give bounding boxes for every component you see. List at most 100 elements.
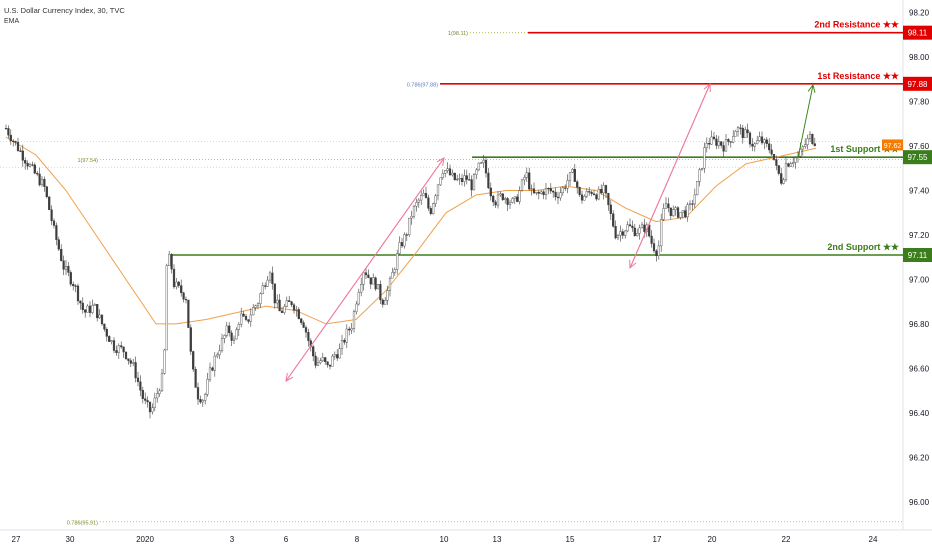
candle-body	[55, 225, 58, 240]
candle-body	[26, 163, 29, 167]
candle-body	[729, 141, 732, 143]
candle-body	[441, 173, 444, 179]
candle-body	[705, 143, 708, 148]
candle-body	[813, 143, 816, 146]
candle-body	[336, 354, 339, 359]
candle-body	[314, 355, 317, 366]
price-tick-label: 97.60	[909, 142, 930, 151]
candle-body	[360, 284, 363, 293]
candle-body	[38, 173, 41, 186]
level-lines: 2nd Resistance ★★ 1st Resistance ★★ 1st Su…	[172, 20, 903, 256]
candle-body	[338, 348, 341, 359]
candle-body	[772, 154, 776, 160]
candle-body	[724, 139, 728, 152]
candle-body	[321, 357, 324, 361]
candle-body	[746, 129, 749, 134]
candle-body	[765, 139, 768, 144]
candle-body	[249, 314, 252, 322]
time-axis[interactable]: 27 30 2020 3 6 8 10 13 15 17 20 22 24	[12, 535, 878, 544]
candle-body	[396, 253, 399, 270]
candle-body	[420, 195, 423, 201]
candle-body	[352, 311, 356, 329]
candle-body	[19, 150, 22, 152]
ema-polyline	[5, 136, 817, 325]
candle-body	[688, 203, 692, 205]
candle-body	[228, 325, 231, 334]
candle-body	[43, 178, 46, 187]
candle-body	[753, 143, 756, 147]
candle-body	[129, 360, 132, 364]
candle-body	[520, 179, 524, 191]
candle-body	[374, 277, 377, 290]
candlestick-series[interactable]	[4, 123, 816, 419]
fib-label: 1(98.11)	[448, 31, 468, 37]
candle-body	[652, 243, 656, 252]
candle-body	[504, 198, 507, 200]
candle-body	[801, 146, 804, 150]
price-axis[interactable]: 96.00 96.20 96.40 96.60 96.80 97.00 97.20 97.40…	[909, 9, 930, 507]
candle-body	[331, 355, 334, 367]
candle-body	[216, 354, 219, 357]
candle-body	[794, 157, 797, 163]
candle-body	[324, 357, 327, 362]
candle-body	[727, 139, 730, 142]
candle-body	[672, 209, 675, 216]
candle-body	[168, 254, 171, 267]
candle-body	[177, 281, 180, 286]
price-tick-label: 96.40	[909, 409, 930, 418]
price-tick-label: 96.00	[909, 498, 930, 507]
candle-body	[650, 235, 653, 244]
candle-body	[60, 249, 63, 261]
candle-body	[636, 233, 639, 236]
candle-body	[643, 224, 646, 232]
ema-line	[5, 136, 817, 325]
candle-body	[448, 168, 452, 176]
time-tick-label: 10	[440, 535, 449, 544]
candle-body	[422, 193, 425, 196]
price-tick-label: 97.00	[909, 275, 930, 284]
candle-body	[741, 127, 744, 138]
candle-body	[74, 285, 77, 287]
candle-body	[223, 335, 226, 339]
candle-body	[304, 327, 308, 333]
candle-body	[559, 192, 562, 199]
candle-body	[784, 163, 788, 181]
candle-body	[259, 293, 262, 305]
candle-body	[72, 284, 75, 287]
candle-body	[120, 345, 123, 348]
candle-body	[288, 300, 291, 302]
candle-body	[268, 272, 272, 281]
level-price-tags: 98.11 97.88 97.55 97.11 97.62	[882, 25, 932, 262]
candle-body	[264, 285, 267, 287]
candle-body	[736, 127, 740, 132]
candle-body	[487, 172, 490, 189]
level-price-tag	[903, 150, 932, 165]
candle-body	[302, 322, 305, 328]
level-price-tag-text: 97.55	[907, 153, 928, 162]
candle-body	[115, 350, 118, 353]
candle-body	[427, 197, 430, 209]
candle-body	[674, 207, 677, 210]
candle-body	[561, 187, 564, 193]
candle-body	[664, 203, 668, 209]
candle-body	[201, 400, 204, 403]
candle-body	[86, 305, 89, 313]
candle-body	[439, 177, 442, 186]
candle-body	[355, 303, 358, 312]
candle-body	[386, 290, 389, 301]
price-tick-label: 96.60	[909, 364, 930, 373]
candle-body	[206, 378, 209, 395]
candle-body	[31, 164, 34, 166]
candle-body	[804, 144, 807, 147]
candle-body	[180, 285, 183, 294]
candle-body	[717, 141, 720, 146]
price-tick-label: 98.20	[909, 9, 930, 18]
candle-body	[232, 338, 236, 341]
candle-body	[48, 196, 51, 210]
candle-body	[64, 266, 68, 270]
candle-body	[602, 185, 605, 194]
candle-body	[278, 299, 281, 312]
candle-body	[760, 136, 764, 144]
candle-body	[588, 191, 591, 193]
